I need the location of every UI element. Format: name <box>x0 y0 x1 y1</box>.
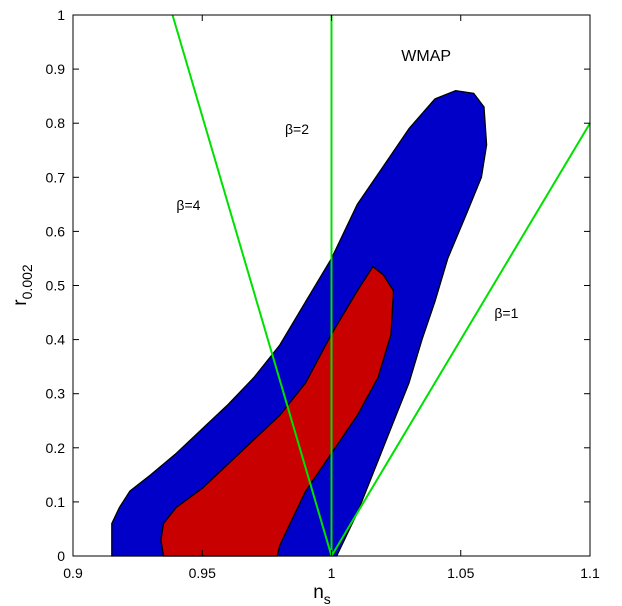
beta-4-line <box>171 14 333 557</box>
y-axis-label-main: r <box>10 299 31 306</box>
y-tick-label: 0.1 <box>46 494 66 510</box>
y-tick-label: 0.2 <box>46 440 66 456</box>
wmap-label: WMAP <box>401 48 451 65</box>
x-tick-label: 1 <box>328 565 336 581</box>
y-tick-label: 0.5 <box>46 278 66 294</box>
y-tick-label: 0.6 <box>46 223 66 239</box>
y-tick-label: 0.9 <box>46 61 66 77</box>
y-axis-ticks: 0 0.1 0.2 0.3 0.4 0.5 0.6 0.7 0.8 0.9 1 <box>46 7 590 564</box>
y-tick-label: 0.4 <box>46 332 66 348</box>
contour-inner <box>160 265 395 557</box>
x-tick-label: 0.9 <box>63 565 83 581</box>
y-axis-label-sub: 0.002 <box>19 264 35 299</box>
confidence-contours <box>111 90 488 557</box>
x-axis-label: ns <box>313 582 331 606</box>
beta-1-line <box>330 122 591 557</box>
y-tick-label: 1 <box>57 7 65 23</box>
contour-outer <box>111 90 488 557</box>
x-axis-ticks: 0.9 0.95 1 1.05 1.1 <box>63 15 600 581</box>
y-tick-label: 0.7 <box>46 169 66 185</box>
y-tick-label: 0.3 <box>46 386 66 402</box>
beta-4-label: β=4 <box>176 197 200 213</box>
x-axis-label-sub: s <box>324 591 331 606</box>
beta-1-label: β=1 <box>494 305 518 321</box>
beta-2-label: β=2 <box>285 121 309 137</box>
x-tick-label: 1.05 <box>447 565 474 581</box>
annotations: WMAP β=4 β=2 β=1 <box>176 48 518 321</box>
x-tick-label: 0.95 <box>189 565 216 581</box>
y-axis-label: r0.002 <box>10 264 35 306</box>
y-tick-label: 0 <box>57 548 65 564</box>
x-tick-label: 1.1 <box>580 565 600 581</box>
x-axis-label-main: n <box>313 582 324 603</box>
y-tick-label: 0.8 <box>46 115 66 131</box>
beta-lines <box>171 14 591 557</box>
